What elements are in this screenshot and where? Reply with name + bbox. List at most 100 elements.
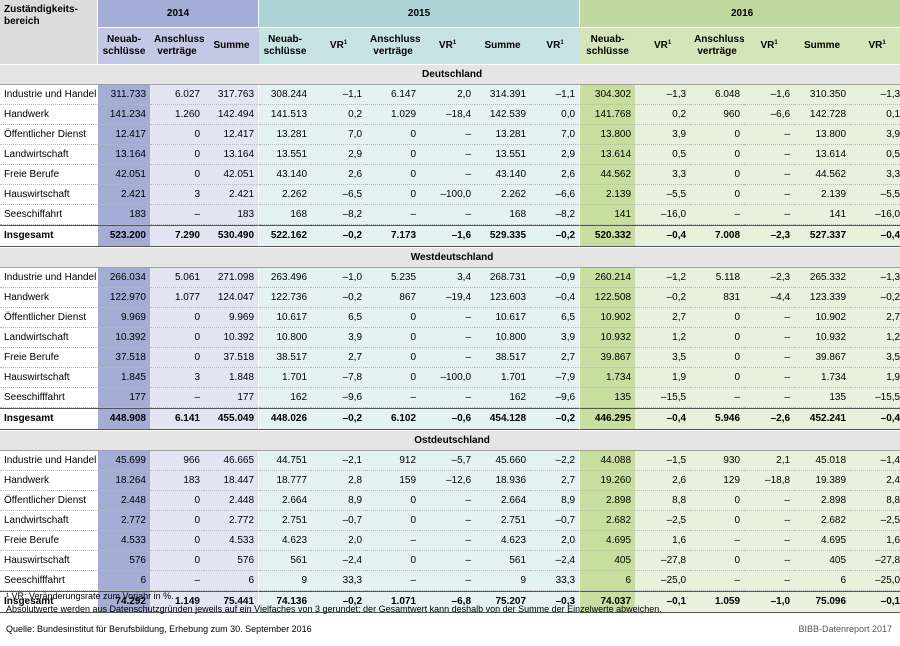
table-cell: 0 [690,185,745,205]
table-cell: –1,3 [850,85,900,105]
total-cell: 6.141 [150,408,204,430]
row-label: Industrie und Handel [0,451,98,471]
col-vr-summe-2015: VR1 [530,27,581,64]
table-cell: 2.898 [580,491,636,511]
col-vr-neu-2015: VR1 [311,27,367,64]
table-cell: 6.048 [690,85,745,105]
column-header-row: Neuab-schlüsse Anschluss-verträge Summe Neu… [0,27,900,64]
table-cell: 1.734 [794,368,851,388]
total-cell: 74.136 [259,591,312,613]
table-cell: 4.623 [259,531,312,551]
total-cell: –0,2 [530,408,581,430]
table-cell: 183 [204,205,260,225]
table-cell: 141.768 [580,105,636,125]
row-label: Handwerk [0,288,98,308]
total-cell: 455.049 [204,408,260,430]
table-cell: 4.533 [98,531,150,551]
table-cell: – [420,388,476,408]
table-cell: 0 [366,551,421,571]
total-row: Insgesamt 74.292 1.149 75.441 74.136 –0,2 1.07… [0,591,900,613]
table-cell: – [744,185,795,205]
table-cell: –2,2 [530,451,581,471]
row-label: Hauswirtschaft [0,185,98,205]
table-cell: 2.262 [259,185,312,205]
table-cell: 0 [690,145,745,165]
table-cell: –0,7 [530,511,581,531]
table-cell: 1.029 [366,105,421,125]
table-cell: –100,0 [420,368,476,388]
table-cell: 3,9 [850,125,900,145]
table-cell: – [420,145,476,165]
row-label: Handwerk [0,105,98,125]
table-cell: 0 [150,165,204,185]
table-cell: 13.800 [580,125,636,145]
table-cell: 0 [366,328,421,348]
table-cell: 2.421 [204,185,260,205]
table-cell: – [366,205,421,225]
table-cell: 10.932 [580,328,636,348]
col-vr-neu-2016: VR1 [635,27,691,64]
table-cell: 0 [150,531,204,551]
table-cell: – [420,491,476,511]
table-cell: – [744,491,795,511]
table-cell: – [744,125,795,145]
row-label: Industrie und Handel [0,268,98,288]
table-cell: 10.617 [475,308,531,328]
table-cell: 5.235 [366,268,421,288]
total-cell: –1,0 [744,591,795,613]
section-header: Deutschland [0,64,900,85]
row-label: Hauswirtschaft [0,551,98,571]
table-cell: 122.970 [98,288,150,308]
table-cell: 0 [150,308,204,328]
table-cell: 3,5 [850,348,900,368]
table-cell: 162 [475,388,531,408]
table-cell: 13.551 [259,145,312,165]
table-cell: 3 [150,185,204,205]
table-cell: 2,1 [744,451,795,471]
table-cell: 2,6 [530,165,581,185]
table-cell: 122.508 [580,288,636,308]
table-cell: 12.417 [98,125,150,145]
table-cell: 44.562 [794,165,851,185]
table-cell: –27,8 [635,551,691,571]
table-row: Landwirtschaft 2.772 0 2.772 2.751 –0,7 0–2.75… [0,511,900,531]
table-cell: 42.051 [98,165,150,185]
table-cell: 7,0 [530,125,581,145]
table-cell: 2.448 [204,491,260,511]
row-label: Seeschifffahrt [0,388,98,408]
table-cell: 4.623 [475,531,531,551]
table-cell: 38.517 [259,348,312,368]
table-cell: 1,9 [635,368,691,388]
table-cell: –0,9 [530,268,581,288]
table-cell: 142.539 [475,105,531,125]
row-label: Öffentlicher Dienst [0,125,98,145]
table-cell: 2.772 [98,511,150,531]
table-cell: 5.061 [150,268,204,288]
table-cell: – [420,308,476,328]
total-cell: 520.332 [580,225,636,247]
table-cell: 912 [366,451,421,471]
table-cell: 18.264 [98,471,150,491]
table-cell: 10.902 [794,308,851,328]
table-cell: – [420,125,476,145]
table-cell: 10.392 [98,328,150,348]
table-cell: 142.728 [794,105,851,125]
table-cell: 13.164 [98,145,150,165]
table-cell: 5.118 [690,268,745,288]
table-cell: – [420,348,476,368]
table-cell: 33,3 [530,571,581,591]
table-cell: 2,9 [311,145,367,165]
table-cell: 6,5 [311,308,367,328]
table-cell: – [690,531,745,551]
table-cell: 141 [580,205,636,225]
table-cell: 6.027 [150,85,204,105]
table-cell: 0 [366,491,421,511]
table-cell: 13.614 [580,145,636,165]
table-cell: 13.281 [475,125,531,145]
table-cell: 18.447 [204,471,260,491]
table-cell: 1.848 [204,368,260,388]
table-row: Hauswirtschaft 576 0 576 561 –2,4 0–561 –2,4 405… [0,551,900,571]
table-cell: 10.902 [580,308,636,328]
table-row: Industrie und Handel 311.733 6.027 317.763 3… [0,85,900,105]
table-cell: 2,7 [311,348,367,368]
